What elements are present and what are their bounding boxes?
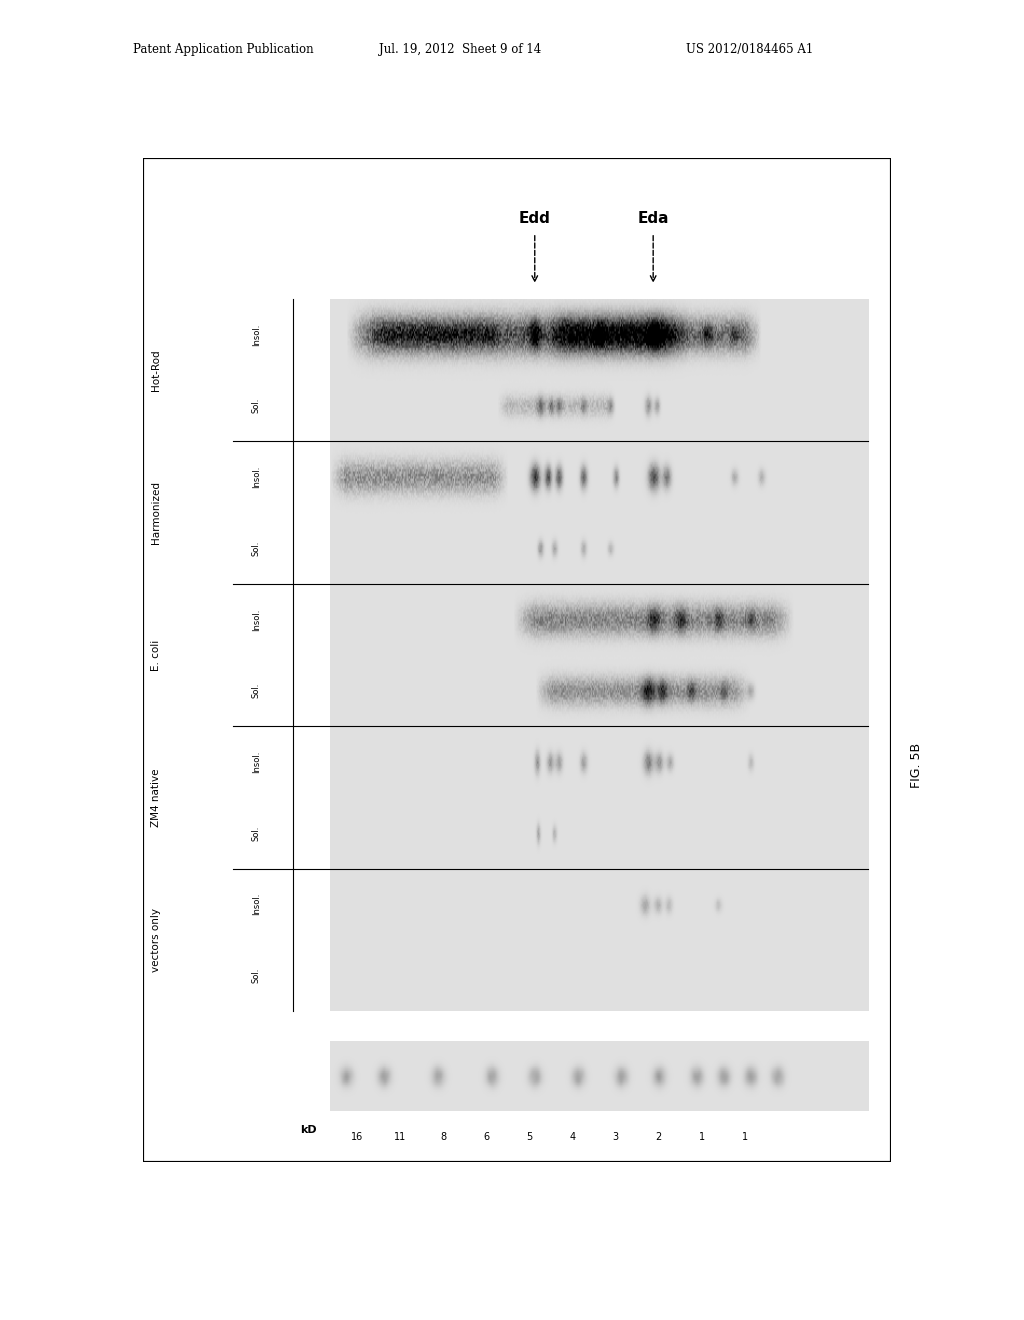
Text: Jul. 19, 2012  Sheet 9 of 14: Jul. 19, 2012 Sheet 9 of 14: [379, 42, 541, 55]
Text: 6: 6: [483, 1131, 489, 1142]
Text: 1: 1: [698, 1131, 705, 1142]
Text: 3: 3: [612, 1131, 618, 1142]
Text: Sol.: Sol.: [252, 540, 261, 556]
Text: Sol.: Sol.: [252, 968, 261, 983]
Text: 5: 5: [526, 1131, 532, 1142]
Text: ZM4 native: ZM4 native: [151, 768, 161, 826]
Text: US 2012/0184465 A1: US 2012/0184465 A1: [686, 42, 813, 55]
Text: 2: 2: [655, 1131, 662, 1142]
Text: Insol.: Insol.: [252, 894, 261, 916]
Text: E. coli: E. coli: [151, 639, 161, 671]
Text: Insol.: Insol.: [252, 751, 261, 774]
Text: 8: 8: [440, 1131, 446, 1142]
Text: 11: 11: [394, 1131, 407, 1142]
Text: Patent Application Publication: Patent Application Publication: [133, 42, 313, 55]
Text: Eda: Eda: [637, 211, 669, 226]
Text: Insol.: Insol.: [252, 323, 261, 346]
Text: Insol.: Insol.: [252, 466, 261, 488]
Text: FIG. 5B: FIG. 5B: [910, 743, 923, 788]
Text: Sol.: Sol.: [252, 825, 261, 841]
Text: 1: 1: [741, 1131, 748, 1142]
Text: kD: kD: [300, 1125, 317, 1135]
Text: Hot-Rod: Hot-Rod: [151, 350, 161, 391]
Text: 4: 4: [569, 1131, 575, 1142]
Text: 16: 16: [351, 1131, 364, 1142]
Text: vectors only: vectors only: [151, 908, 161, 972]
Text: Edd: Edd: [519, 211, 551, 226]
Text: Insol.: Insol.: [252, 609, 261, 631]
Text: Sol.: Sol.: [252, 399, 261, 413]
Text: Harmonized: Harmonized: [151, 480, 161, 544]
Text: Sol.: Sol.: [252, 682, 261, 698]
